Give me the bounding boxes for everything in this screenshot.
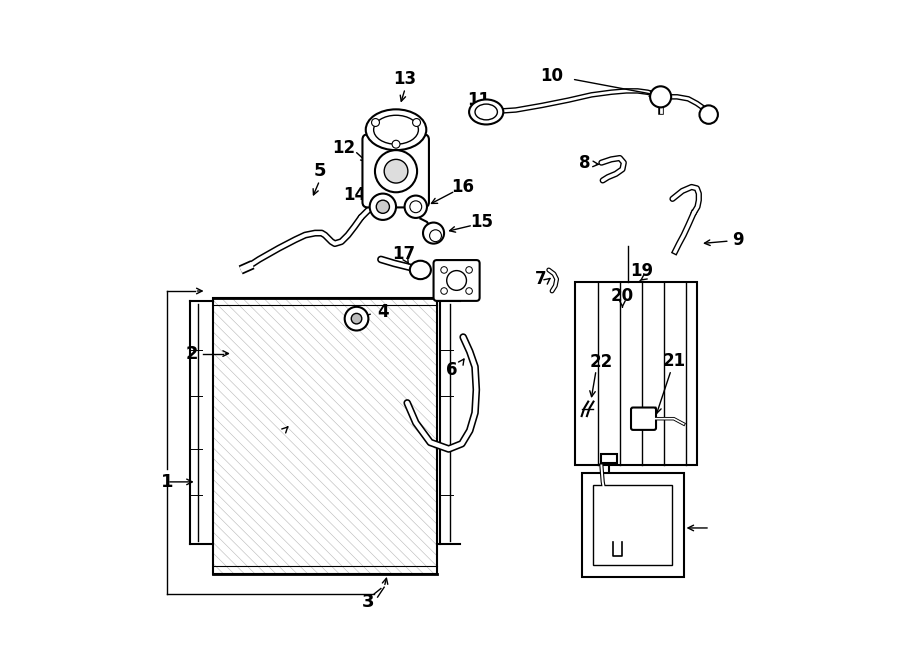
Circle shape	[423, 223, 444, 244]
FancyBboxPatch shape	[363, 134, 429, 208]
Circle shape	[466, 266, 472, 273]
Circle shape	[699, 105, 718, 124]
Ellipse shape	[374, 115, 419, 144]
Circle shape	[375, 150, 417, 192]
Circle shape	[345, 307, 368, 330]
Circle shape	[370, 194, 396, 220]
Circle shape	[392, 140, 400, 148]
Ellipse shape	[475, 104, 498, 120]
Text: 4: 4	[377, 303, 389, 321]
Circle shape	[410, 201, 422, 213]
FancyBboxPatch shape	[434, 260, 480, 301]
Text: 9: 9	[733, 231, 744, 249]
Bar	[575, 282, 697, 465]
Text: 18: 18	[436, 270, 460, 288]
Text: 22: 22	[590, 353, 613, 371]
Bar	[601, 454, 617, 463]
Text: 10: 10	[541, 67, 563, 85]
Circle shape	[384, 159, 408, 183]
Circle shape	[650, 87, 671, 107]
Text: 6: 6	[446, 361, 458, 379]
Bar	[581, 473, 684, 577]
Text: 13: 13	[393, 70, 417, 88]
Circle shape	[446, 270, 466, 290]
Text: 16: 16	[452, 178, 474, 196]
Text: 8: 8	[579, 154, 590, 173]
Text: 11: 11	[467, 91, 490, 109]
Text: 3: 3	[362, 593, 374, 611]
Circle shape	[372, 118, 380, 126]
Ellipse shape	[365, 109, 427, 150]
Text: 19: 19	[631, 262, 653, 280]
Text: 17: 17	[392, 245, 416, 263]
Text: 2: 2	[185, 344, 198, 362]
Circle shape	[405, 196, 427, 218]
Text: 12: 12	[332, 139, 355, 157]
Text: 5: 5	[313, 162, 326, 180]
Text: 21: 21	[662, 352, 686, 370]
Circle shape	[376, 200, 390, 214]
Bar	[213, 297, 436, 574]
Circle shape	[429, 230, 441, 242]
Bar	[593, 485, 671, 565]
Text: 1: 1	[161, 473, 173, 491]
Circle shape	[466, 288, 472, 294]
Text: 14: 14	[344, 186, 367, 204]
Ellipse shape	[410, 260, 431, 279]
Circle shape	[351, 313, 362, 324]
Circle shape	[441, 266, 447, 273]
FancyBboxPatch shape	[631, 408, 656, 430]
Circle shape	[441, 288, 447, 294]
Text: 15: 15	[470, 213, 493, 231]
Text: 7: 7	[535, 270, 546, 288]
Ellipse shape	[469, 99, 503, 124]
Circle shape	[412, 118, 420, 126]
Text: 20: 20	[611, 287, 634, 305]
